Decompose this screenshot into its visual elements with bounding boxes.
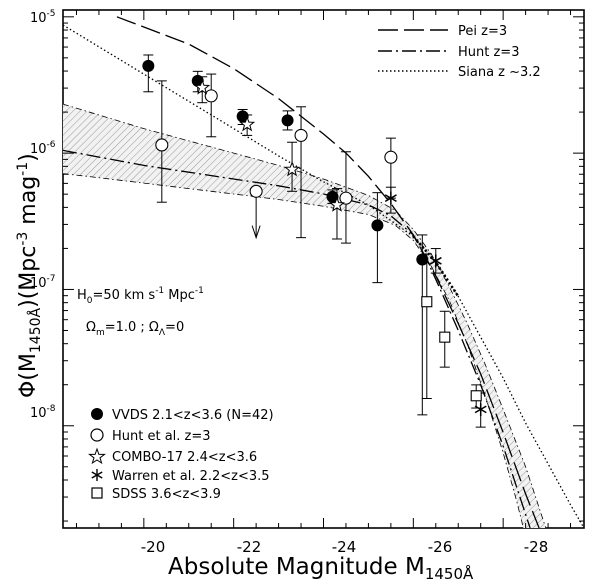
sdss-point	[439, 331, 451, 343]
legend-siana-label: Siana z ~3.2	[458, 65, 541, 80]
warren-point	[429, 256, 442, 265]
x-tick-label: -26	[428, 538, 453, 556]
confidence-band	[63, 104, 546, 528]
sdss-point	[470, 390, 482, 402]
vvds-point	[326, 190, 339, 203]
upper-limit-arrowhead	[251, 225, 261, 240]
legend-sdss-label: SDSS 3.6<z<3.9	[112, 487, 221, 502]
legend-star-marker	[88, 447, 106, 465]
vvds-point	[416, 253, 429, 266]
y-tick-label: 10-6	[30, 140, 56, 157]
hunt-point	[155, 138, 169, 152]
data-points	[142, 54, 487, 428]
y-tick-label: 10-7	[30, 274, 56, 291]
vvds-point	[281, 114, 294, 127]
omega-text: Ωm=1.0 ; ΩΛ=0	[86, 320, 184, 338]
x-tick-labels: -20 -22 -24 -26 -28	[141, 538, 549, 556]
combo17-point	[328, 196, 345, 212]
legend-filled-circle-marker	[91, 408, 103, 420]
model-curves	[63, 16, 584, 528]
hunt-point	[384, 150, 398, 164]
legend-warren-label: Warren et al. 2.2<z<3.5	[112, 469, 270, 484]
vvds-point	[236, 110, 249, 123]
model-band	[63, 103, 547, 528]
hunt-point	[204, 89, 218, 103]
band-upper-edge	[63, 103, 547, 528]
legend-open-square-marker	[91, 487, 103, 499]
axis-ticks	[63, 10, 584, 528]
x-tick-label: -20	[141, 538, 166, 556]
y-tick-labels: 10-5 10-6 10-7 10-8	[30, 9, 56, 421]
warren-point	[474, 405, 487, 414]
hunt-point	[339, 191, 353, 205]
legend-asterisk-marker	[91, 469, 103, 481]
vvds-point	[371, 219, 384, 232]
hunt-point	[249, 184, 263, 198]
band-lower-edge	[63, 173, 524, 528]
legend-hunt-label: Hunt z=3	[458, 45, 519, 60]
vvds-point	[142, 59, 155, 72]
legend-open-circle-marker	[90, 428, 104, 442]
x-axis-label: Absolute Magnitude M1450Å	[168, 554, 474, 583]
x-tick-label: -22	[237, 538, 262, 556]
cosmology-annotation: H0=50 km s-1 Mpc-1 Ωm=1.0 ; ΩΛ=0	[77, 286, 204, 338]
hubble-constant-text: H0=50 km s-1 Mpc-1	[77, 286, 204, 306]
hunt-curve	[63, 149, 531, 528]
y-axis-label: Φ(M1450Å)(Mpc-3 mag-1)	[15, 153, 44, 398]
combo17-point	[284, 161, 301, 177]
line-legend: Pei z=3 Hunt z=3 Siana z ~3.2	[378, 24, 541, 80]
sdss-point	[421, 296, 433, 308]
y-tick-label: 10-8	[30, 404, 56, 421]
legend-pei-label: Pei z=3	[458, 24, 507, 39]
legend-vvds-label: VVDS 2.1<z<3.6 (N=42)	[112, 408, 274, 423]
legend-hunt-points-label: Hunt et al. z=3	[112, 429, 211, 444]
legend-combo-label: COMBO-17 2.4<z<3.6	[112, 450, 257, 465]
warren-point	[384, 194, 397, 203]
y-tick-label: 10-5	[30, 9, 56, 26]
combo17-point	[239, 116, 256, 132]
hunt-point	[294, 128, 308, 142]
x-tick-label: -28	[524, 538, 549, 556]
x-tick-label: -24	[332, 538, 357, 556]
combo17-point	[194, 79, 211, 95]
pei-curve	[116, 16, 540, 528]
marker-legend: VVDS 2.1<z<3.6 (N=42) Hunt et al. z=3 CO…	[88, 408, 274, 502]
